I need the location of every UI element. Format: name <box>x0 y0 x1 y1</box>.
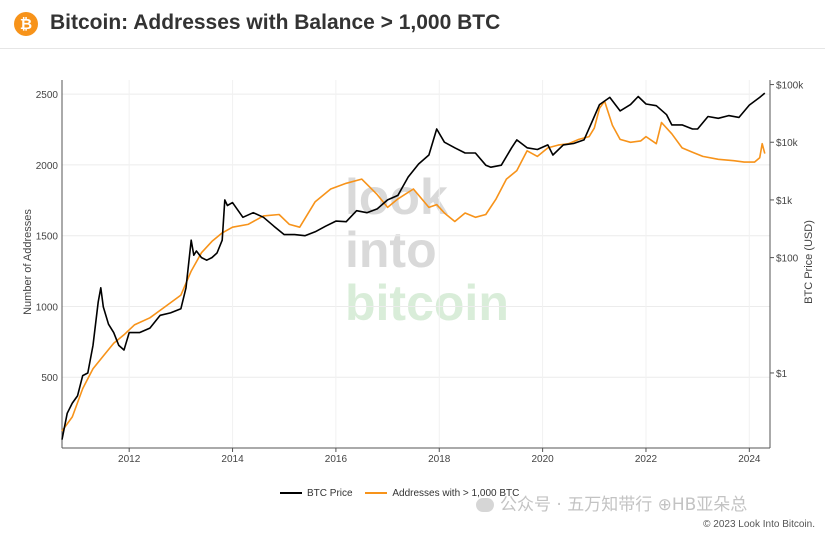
series-line-addresses <box>61 100 766 432</box>
y-tick-label: 2000 <box>36 161 59 172</box>
y-axis-label: Number of Addresses <box>22 209 34 315</box>
y-tick-label: 1500 <box>36 232 59 243</box>
y2-tick-label: $100k <box>776 81 804 92</box>
axes <box>61 80 774 452</box>
y2-tick-label: $10k <box>776 138 799 149</box>
watermark-word-look: look <box>345 169 448 225</box>
x-tick-label: 2022 <box>635 454 658 465</box>
chart-legend: BTC Price Addresses with > 1,000 BTC <box>280 488 529 499</box>
series <box>61 92 766 440</box>
wechat-watermark-text: 公众号 · 五万知带行 ⊕HB亚朵总 <box>500 495 748 515</box>
legend-swatch-addresses <box>365 492 388 495</box>
legend-label-btc-price: BTC Price <box>307 488 353 499</box>
x-tick-label: 2016 <box>325 454 348 465</box>
gridlines <box>62 80 770 448</box>
watermark-word-into: into <box>345 222 437 278</box>
y-tick-label: 1000 <box>36 302 59 313</box>
x-tick-label: 2020 <box>531 454 554 465</box>
y2-tick-label: $1k <box>776 196 793 207</box>
y-tick-label: 500 <box>41 373 58 384</box>
page-title: Bitcoin: Addresses with Balance > 1,000 … <box>50 11 501 34</box>
y2-axis-label: BTC Price (USD) <box>803 220 815 304</box>
x-tick-label: 2014 <box>221 454 244 465</box>
bitcoin-logo-icon: ₿ <box>14 12 38 36</box>
watermark-word-bitcoin: bitcoin <box>345 275 509 331</box>
x-tick-label: 2012 <box>118 454 141 465</box>
wechat-watermark: 公众号 · 五万知带行 ⊕HB亚朵总 <box>476 490 747 515</box>
x-tick-label: 2024 <box>738 454 761 465</box>
header-divider <box>0 48 825 49</box>
wechat-icon <box>476 498 494 512</box>
y-tick-label: 2500 <box>36 90 59 101</box>
y2-tick-label: $100 <box>776 254 799 265</box>
tick-labels: 500 1000 1500 2000 2500 2012 2014 2016 2018 2020 2… <box>36 81 804 465</box>
y2-tick-label: $1 <box>776 369 788 380</box>
legend-item-btc-price[interactable]: BTC Price <box>280 488 353 499</box>
legend-label-addresses: Addresses with > 1,000 BTC <box>392 488 520 499</box>
legend-item-addresses[interactable]: Addresses with > 1,000 BTC <box>365 488 519 499</box>
legend-swatch-btc-price <box>280 492 302 495</box>
copyright-text: © 2023 Look Into Bitcoin. <box>703 519 815 530</box>
x-tick-label: 2018 <box>428 454 451 465</box>
series-line-btc-price <box>61 92 766 440</box>
header: ₿ Bitcoin: Addresses with Balance > 1,00… <box>0 0 825 50</box>
